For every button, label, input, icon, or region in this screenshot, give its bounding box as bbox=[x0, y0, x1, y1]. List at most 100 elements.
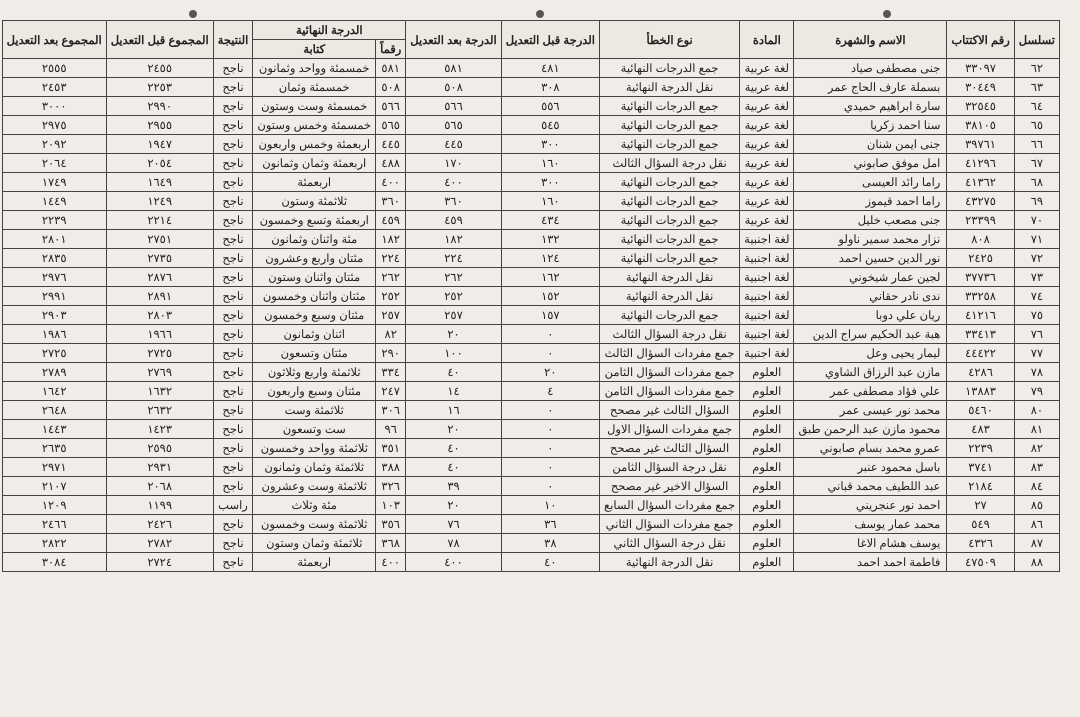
table-row: ٧٩١٣٨٨٣علي فؤاد مصطفى عمرالعلومجمع مفردا… bbox=[2, 382, 1059, 401]
cell: ٤٤٥ bbox=[376, 135, 406, 154]
cell: ٨٦ bbox=[1014, 515, 1059, 534]
cell: السؤال الاخير غير مصحح bbox=[600, 477, 740, 496]
cell: ٦٩ bbox=[1014, 192, 1059, 211]
cell: ٢٠٥٤ bbox=[106, 154, 213, 173]
cell: نقل درجة السؤال الثامن bbox=[600, 458, 740, 477]
table-row: ٧١٨٠٨نزار محمد سمير ناولولغة اجنبيةجمع ا… bbox=[2, 230, 1059, 249]
cell: ناجح bbox=[213, 59, 253, 78]
cell: ٣٥١ bbox=[376, 439, 406, 458]
cell: ٤٢٨٦ bbox=[947, 363, 1014, 382]
cell: ناجح bbox=[213, 325, 253, 344]
cell: ١٧٠ bbox=[406, 154, 501, 173]
cell: ١٢٤٩ bbox=[106, 192, 213, 211]
cell: عبد اللطيف محمد قباني bbox=[794, 477, 947, 496]
cell: ٠ bbox=[501, 477, 599, 496]
cell: ثلاثمئة وثمان وستون bbox=[253, 534, 376, 553]
cell: ٧٦ bbox=[1014, 325, 1059, 344]
cell: ٥٦٦ bbox=[406, 97, 501, 116]
cell: ١٤ bbox=[406, 382, 501, 401]
cell: ناجح bbox=[213, 439, 253, 458]
cell: ٦٤ bbox=[1014, 97, 1059, 116]
cell: ٣٩٧٦١ bbox=[947, 135, 1014, 154]
cell: ٢٢٥٣ bbox=[106, 78, 213, 97]
cell: ٣٠٠ bbox=[501, 173, 599, 192]
cell: راما رائد العيسى bbox=[794, 173, 947, 192]
cell: ناجح bbox=[213, 420, 253, 439]
cell: جنى مصطفى صياد bbox=[794, 59, 947, 78]
cell: ندى نادر حقاني bbox=[794, 287, 947, 306]
cell: ٣٠٤٤٩ bbox=[947, 78, 1014, 97]
cell: ١٩٦٦ bbox=[106, 325, 213, 344]
cell: ٦٧ bbox=[1014, 154, 1059, 173]
cell: ٨٠ bbox=[1014, 401, 1059, 420]
cell: ٢١٨٤ bbox=[947, 477, 1014, 496]
cell: ١٨٢ bbox=[376, 230, 406, 249]
cell: جمع مفردات السؤال الاول bbox=[600, 420, 740, 439]
cell: احمد نور عنجريني bbox=[794, 496, 947, 515]
cell: ناجح bbox=[213, 249, 253, 268]
cell: ٤٠٠ bbox=[406, 173, 501, 192]
cell: ٤ bbox=[501, 382, 599, 401]
cell: ٢٩٥٥ bbox=[106, 116, 213, 135]
cell: ٥٤٩ bbox=[947, 515, 1014, 534]
table-row: ٧٣٣٧٧٣٦لجين عمار شيخونيلغة اجنبيةنقل الد… bbox=[2, 268, 1059, 287]
cell: نقل درجة السؤال الثاني bbox=[600, 534, 740, 553]
cell: ٢٤٢٦ bbox=[106, 515, 213, 534]
cell: ٣٨ bbox=[501, 534, 599, 553]
cell: اثنان وثمانون bbox=[253, 325, 376, 344]
cell: لغة اجنبية bbox=[740, 287, 794, 306]
cell: ٢٩٧١ bbox=[2, 458, 106, 477]
cell: هبة عبد الحكيم سراج الدين bbox=[794, 325, 947, 344]
cell: ٢٥٢ bbox=[406, 287, 501, 306]
cell: ٣٧٧٣٦ bbox=[947, 268, 1014, 287]
cell: ناجح bbox=[213, 154, 253, 173]
cell: ١٠ bbox=[501, 496, 599, 515]
cell: يوسف هشام الاغا bbox=[794, 534, 947, 553]
cell: خمسمئة وواحد وثمانون bbox=[253, 59, 376, 78]
page-container: تسلسل رقم الاكتتاب الاسم والشهرة المادة … bbox=[20, 20, 1060, 572]
cell: ٢٠ bbox=[406, 325, 501, 344]
cell: ٩٦ bbox=[376, 420, 406, 439]
cell: مئتان واثنان وستون bbox=[253, 268, 376, 287]
cell: ٣٢٦ bbox=[376, 477, 406, 496]
cell: ٢٦٢ bbox=[406, 268, 501, 287]
cell: ٣٦٠ bbox=[406, 192, 501, 211]
cell: ناجح bbox=[213, 553, 253, 572]
cell: ٣٦٠ bbox=[376, 192, 406, 211]
table-row: ٨١٤٨٣محمود مازن عبد الرحمن طبقالعلومجمع … bbox=[2, 420, 1059, 439]
cell: ٤١٢١٦ bbox=[947, 306, 1014, 325]
cell: ١٤٤٩ bbox=[2, 192, 106, 211]
table-row: ٧٨٤٢٨٦مازن عبد الرزاق الشاويالعلومجمع مف… bbox=[2, 363, 1059, 382]
cell: ١٠٣ bbox=[376, 496, 406, 515]
cell: فاطمة احمد احمد bbox=[794, 553, 947, 572]
cell: ٤١٢٩٦ bbox=[947, 154, 1014, 173]
cell: نقل الدرجة النهائية bbox=[600, 553, 740, 572]
cell: ٢٧٨٩ bbox=[2, 363, 106, 382]
cell: مئة وثلاث bbox=[253, 496, 376, 515]
table-row: ٧٥٤١٢١٦ريان علي دوبالغة اجنبيةجمع الدرجا… bbox=[2, 306, 1059, 325]
cell: ٤٠ bbox=[406, 458, 501, 477]
cell: اربعمئة وتسع وخمسون bbox=[253, 211, 376, 230]
cell: محمد عمار يوسف bbox=[794, 515, 947, 534]
cell: نقل الدرجة النهائية bbox=[600, 287, 740, 306]
cell: ناجح bbox=[213, 268, 253, 287]
cell: جمع الدرجات النهائية bbox=[600, 230, 740, 249]
cell: ٤٣٢٦ bbox=[947, 534, 1014, 553]
cell: مازن عبد الرزاق الشاوي bbox=[794, 363, 947, 382]
cell: العلوم bbox=[740, 496, 794, 515]
cell: ١٦٠ bbox=[501, 154, 599, 173]
cell: ٤٤٥ bbox=[406, 135, 501, 154]
cell: ٣٨٨ bbox=[376, 458, 406, 477]
cell: جمع الدرجات النهائية bbox=[600, 97, 740, 116]
cell: لغة عربية bbox=[740, 116, 794, 135]
cell: بسملة عارف الحاج عمر bbox=[794, 78, 947, 97]
cell: مئتان وسبع واربعون bbox=[253, 382, 376, 401]
cell: ٢٨٧٦ bbox=[106, 268, 213, 287]
cell: ٢٥٧ bbox=[376, 306, 406, 325]
h-name: الاسم والشهرة bbox=[794, 21, 947, 59]
cell: ٢٢٤ bbox=[376, 249, 406, 268]
cell: ثلاثمئة وستون bbox=[253, 192, 376, 211]
cell: لغة اجنبية bbox=[740, 306, 794, 325]
cell: ٠ bbox=[501, 439, 599, 458]
cell: ناجح bbox=[213, 211, 253, 230]
